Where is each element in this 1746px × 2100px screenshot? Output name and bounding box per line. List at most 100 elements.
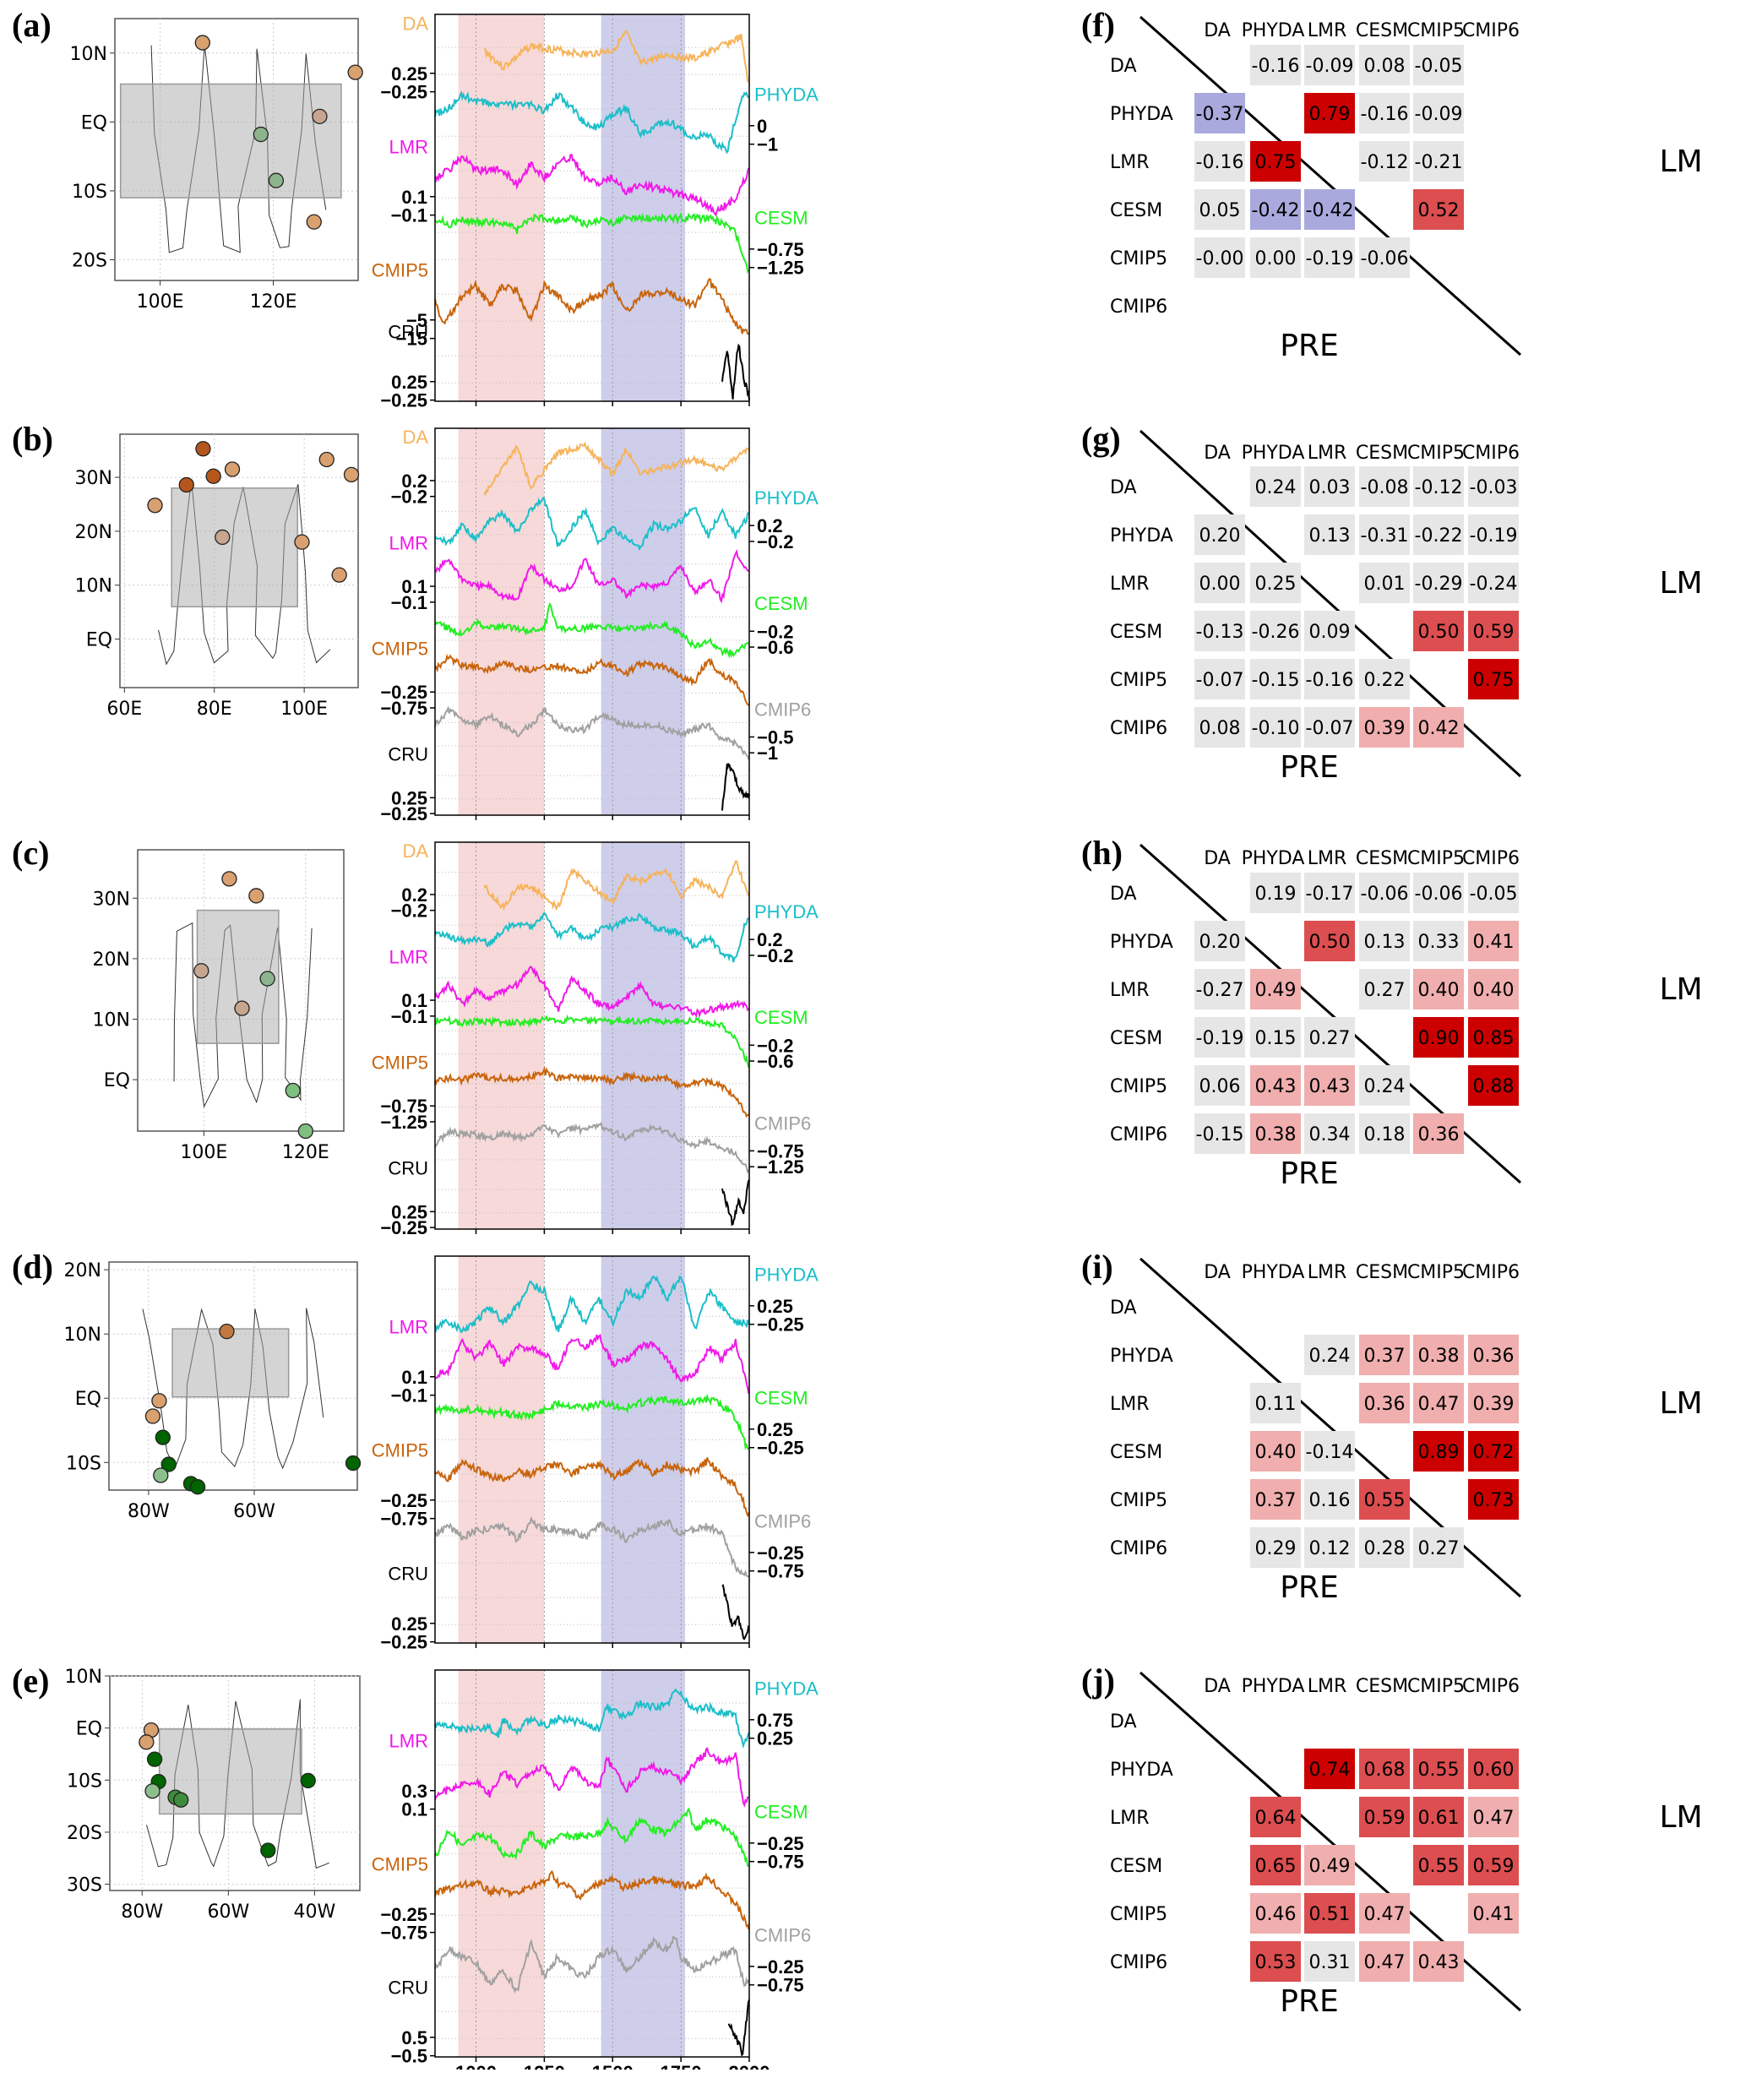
matrix-cell	[1468, 1845, 1519, 1885]
series-line-cmip6	[435, 1515, 749, 1578]
map-panel-label: (e)	[12, 1662, 50, 1700]
lon-tick-label: 80W	[128, 1501, 170, 1522]
left-axis-tick-label: −0.25	[380, 1217, 427, 1238]
matrix-cell	[1359, 1893, 1410, 1934]
matrix-cell	[1359, 969, 1410, 1009]
matrix-cell-value: 0.38	[1418, 1346, 1460, 1367]
series-line-phyda	[434, 1275, 750, 1334]
matrix-cell	[1413, 1335, 1464, 1375]
series-label-cesm: CESM	[754, 1007, 808, 1028]
lower-triangle-label: PRE	[1280, 329, 1338, 363]
matrix-cell-value: -0.17	[1306, 884, 1354, 905]
matrix-cell-value: 0.19	[1255, 884, 1297, 905]
right-axis-tick-label: 0.75	[757, 1710, 793, 1731]
matrix-cell	[1413, 1941, 1464, 1982]
matrix-cell	[1468, 1431, 1519, 1472]
correlation-matrix: DADAPHYDAPHYDALMRLMRCESMCESMCMIP5CMIP5CM…	[1110, 1671, 1703, 2019]
left-axis-tick-label: 0.5	[401, 2027, 427, 2048]
proxy-site-marker	[215, 529, 231, 546]
lat-tick-label: 30S	[67, 1875, 102, 1896]
matrix-cell	[1304, 873, 1355, 913]
lon-tick-label: 100E	[280, 699, 328, 720]
proxy-site-marker	[259, 971, 275, 987]
matrix-cell	[1304, 1017, 1355, 1058]
matrix-cell	[1250, 1479, 1301, 1520]
matrix-cell	[1194, 1065, 1245, 1106]
series-line-cesm	[434, 1807, 749, 1868]
matrix-column-header: LMR	[1308, 20, 1347, 41]
proxy-site-marker	[173, 1792, 189, 1808]
matrix-row-header: DA	[1110, 884, 1137, 905]
matrix-cell	[1304, 93, 1355, 133]
proxy-site-marker	[345, 1455, 362, 1472]
right-axis-tick-label: −0.25	[757, 1438, 804, 1459]
matrix-cell	[1250, 1845, 1301, 1885]
proxy-site-marker	[294, 534, 310, 550]
series-line-cmip5	[434, 278, 749, 335]
series-line-phyda	[434, 911, 749, 963]
correlation-matrix: DADAPHYDAPHYDALMRLMRCESMCESMCMIP5CMIP5CM…	[1110, 15, 1703, 363]
matrix-cell-value: -0.42	[1306, 200, 1354, 221]
lower-triangle-label: PRE	[1280, 1156, 1338, 1191]
matrix-cell	[1250, 45, 1301, 85]
lat-tick-label: 10S	[67, 1771, 102, 1792]
proxy-site-marker	[139, 1734, 155, 1750]
lon-tick-label: 120E	[250, 291, 297, 313]
series-line-cmip6	[434, 705, 750, 760]
matrix-cell	[1468, 514, 1519, 555]
matrix-cell	[1194, 1113, 1245, 1154]
matrix-cell	[1413, 873, 1464, 913]
matrix-cell	[1413, 141, 1464, 182]
matrix-cell-value: 0.46	[1255, 1904, 1297, 1925]
plot-frame	[434, 1255, 750, 1644]
matrix-cell	[1413, 1017, 1464, 1058]
matrix-cell-value: 0.89	[1418, 1442, 1460, 1463]
matrix-cell	[1413, 1749, 1464, 1789]
matrix-cell-value: 0.22	[1364, 670, 1406, 691]
matrix-cell	[1413, 707, 1464, 748]
proxy-site-marker	[219, 1323, 235, 1340]
plot-frame	[434, 427, 750, 816]
matrix-cell-value: 0.65	[1255, 1856, 1297, 1877]
cold-period-shading	[601, 1670, 685, 2057]
timeseries-chart: DAPHYDALMRCESMCMIP5CMIP6CRU0.2−0.20.1−0.…	[372, 841, 819, 1238]
matrix-column-header: PHYDA	[1242, 848, 1305, 869]
matrix-column-header: CESM	[1356, 1676, 1408, 1697]
matrix-cell-value: 0.64	[1255, 1808, 1297, 1829]
plot-frame	[434, 1669, 750, 2058]
proxy-site-marker	[144, 1408, 161, 1424]
matrix-cell-value: 0.36	[1473, 1346, 1515, 1367]
lat-tick-label: 10N	[70, 44, 107, 65]
matrix-cell-value: -0.15	[1252, 670, 1300, 691]
matrix-cell	[1468, 1335, 1519, 1375]
matrix-cell-value: 0.90	[1418, 1028, 1460, 1049]
proxy-site-marker	[195, 441, 211, 457]
site-map: 60E 80E 100E 30N 20N 10N EQ	[75, 433, 360, 720]
matrix-column-header: LMR	[1308, 1262, 1347, 1283]
lon-tick-label: 80E	[197, 699, 232, 720]
proxy-site-marker	[347, 64, 363, 80]
matrix-cell-value: 0.47	[1473, 1808, 1515, 1829]
matrix-cell	[1468, 1479, 1519, 1520]
lat-tick-label: EQ	[81, 112, 107, 133]
map-panel-label: (a)	[12, 6, 52, 44]
matrix-cell-value: -0.31	[1361, 525, 1409, 547]
matrix-cell	[1359, 1335, 1410, 1375]
lat-tick-label: 10N	[64, 1325, 101, 1346]
lat-tick-label: 20S	[67, 1823, 102, 1844]
left-axis-tick-label: −0.75	[380, 698, 427, 719]
matrix-column-header: CMIP5	[1407, 1676, 1465, 1697]
matrix-column-header: CMIP5	[1407, 443, 1465, 464]
matrix-cell	[1468, 1065, 1519, 1106]
left-axis-tick-label: 0.2	[401, 471, 427, 492]
matrix-cell	[1194, 921, 1245, 961]
upper-triangle-label: LM	[1659, 1800, 1702, 1835]
proxy-site-marker	[253, 126, 269, 143]
right-axis-tick-label: −0.2	[757, 1035, 793, 1056]
matrix-cell	[1304, 921, 1355, 961]
right-axis-tick-label: −0.2	[757, 531, 793, 552]
matrix-cell-value: 0.28	[1364, 1538, 1406, 1559]
matrix-cell	[1304, 514, 1355, 555]
matrix-column-header: DA	[1204, 1676, 1231, 1697]
matrix-cell	[1304, 1749, 1355, 1789]
